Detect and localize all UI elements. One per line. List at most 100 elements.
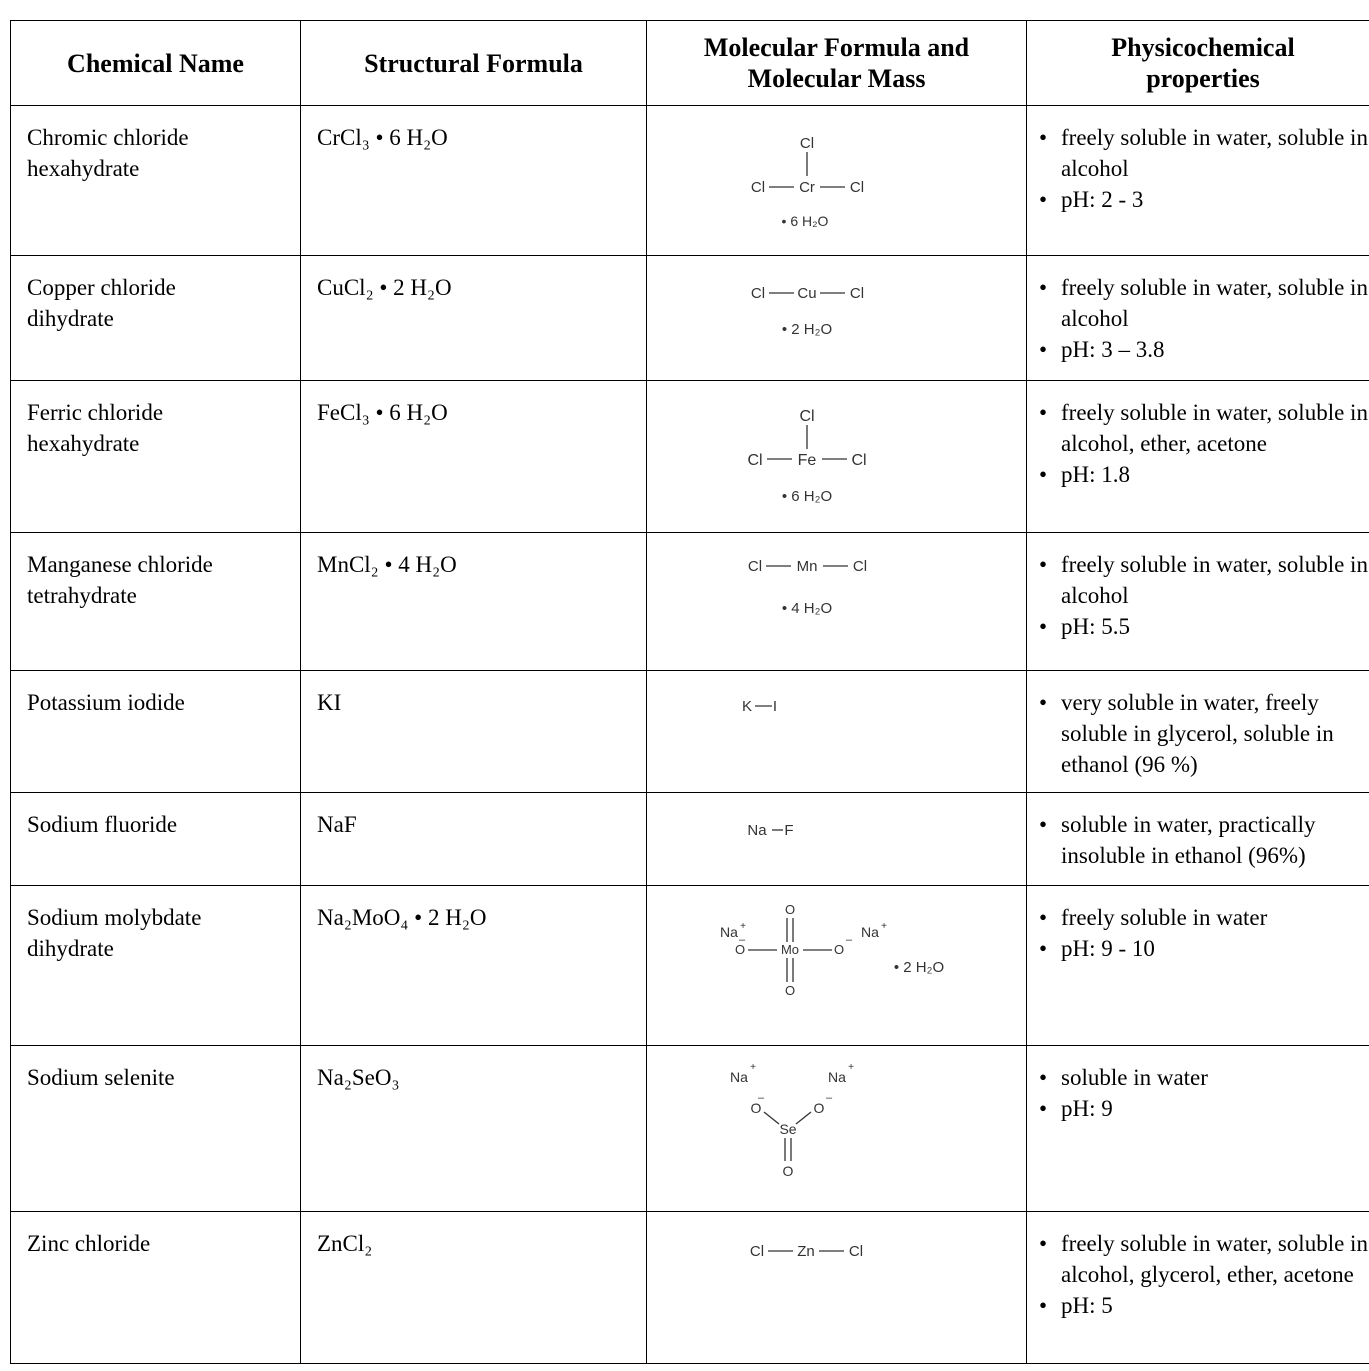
atom-na-left: Na: [720, 924, 738, 940]
charge-plus-left: +: [750, 1062, 756, 1073]
chemical-name-line2: hexahydrate: [27, 431, 140, 456]
properties-cell: freely soluble in water, soluble in alco…: [1026, 1211, 1369, 1364]
property-item: pH: 5: [1039, 1290, 1369, 1321]
chromic-chloride-structure: Cl Cl Cr Cl • 6 H₂O: [751, 135, 864, 229]
chemical-name-line1: Manganese chloride: [27, 552, 213, 577]
copper-chloride-structure: Cl Cu Cl • 2 H₂O: [751, 285, 864, 338]
atom-cl-right: Cl: [850, 285, 864, 302]
atom-cr: Cr: [799, 179, 815, 196]
property-item: freely soluble in water, soluble in alco…: [1039, 1228, 1369, 1290]
atom-cl-left: Cl: [747, 452, 762, 469]
chemical-name-cell: Ferric chloride hexahydrate: [10, 380, 301, 533]
chemical-name-line1: Ferric chloride: [27, 400, 164, 425]
atom-mo: Mo: [781, 942, 799, 957]
table-row: Ferric chloride hexahydrate FeCl₃ • 6 H₂O…: [10, 380, 1369, 533]
atom-cl-left: Cl: [751, 285, 765, 302]
property-item: freely soluble in water: [1039, 902, 1369, 933]
atom-o-left: O: [751, 1100, 762, 1116]
property-item: freely soluble in water, soluble in alco…: [1039, 549, 1369, 611]
atom-cu: Cu: [797, 285, 816, 302]
properties-cell: freely soluble in water, soluble in alco…: [1026, 380, 1369, 533]
atom-o-bottom: O: [785, 983, 795, 998]
hydrate-label: • 6 H₂O: [782, 488, 832, 505]
formula-cell: NaF: [300, 792, 647, 886]
header-structural-formula: Structural Formula: [300, 20, 647, 106]
table-header-row: Chemical Name Structural Formula Molecul…: [10, 20, 1369, 106]
atom-cl-right: Cl: [851, 452, 866, 469]
property-item: pH: 9 - 10: [1039, 933, 1369, 964]
properties-cell: very soluble in water, freely soluble in…: [1026, 670, 1369, 793]
hydrate-label: • 2 H₂O: [894, 959, 944, 976]
table-row: Zinc chloride ZnCl₂ Cl Zn Cl freely solu…: [10, 1211, 1369, 1364]
formula-cell: Na₂SeO₃: [300, 1045, 647, 1212]
manganese-chloride-structure: Cl Mn Cl • 4 H₂O: [748, 558, 867, 617]
chemical-name-cell: Sodium molybdate dihydrate: [10, 885, 301, 1046]
property-item: pH: 2 - 3: [1039, 184, 1369, 215]
properties-list: soluble in water, practically insoluble …: [1039, 809, 1369, 871]
potassium-iodide-structure: K I: [742, 698, 777, 715]
properties-list: freely soluble in water, soluble in alco…: [1039, 122, 1369, 215]
property-item: pH: 1.8: [1039, 459, 1369, 490]
properties-cell: freely soluble in water, soluble in alco…: [1026, 255, 1369, 381]
formula-cell: MnCl₂ • 4 H₂O: [300, 532, 647, 671]
header-molecular-formula-line1: Molecular Formula and: [703, 33, 970, 62]
properties-list: freely soluble in water, soluble in alco…: [1039, 549, 1369, 642]
ferric-chloride-structure: Cl Cl Fe Cl • 6 H₂O: [747, 408, 866, 505]
chemical-name-line2: dihydrate: [27, 936, 114, 961]
atom-cl-right: Cl: [850, 179, 864, 196]
formula-cell: KI: [300, 670, 647, 793]
chemical-name-line1: Zinc chloride: [27, 1231, 151, 1256]
atom-o-bottom: O: [783, 1163, 794, 1179]
chemical-properties-table: Chemical Name Structural Formula Molecul…: [10, 20, 1369, 1364]
atom-cl-left: Cl: [750, 1243, 764, 1260]
atom-na-right: Na: [861, 924, 879, 940]
property-item: freely soluble in water, soluble in alco…: [1039, 272, 1369, 334]
structure-cell: Na F: [646, 792, 1027, 886]
charge-minus-left: –: [739, 934, 746, 946]
chemical-name-line2: hexahydrate: [27, 156, 140, 181]
chemical-name-cell: Chromic chloride hexahydrate: [10, 105, 301, 256]
properties-list: very soluble in water, freely soluble in…: [1039, 687, 1369, 780]
chemical-name-line1: Copper chloride: [27, 275, 176, 300]
structure-cell: Cl Cu Cl • 2 H₂O: [646, 255, 1027, 381]
property-item: freely soluble in water, soluble in alco…: [1039, 397, 1369, 459]
table-row: Manganese chloride tetrahydrate MnCl₂ • 4…: [10, 532, 1369, 671]
chemical-name-cell: Copper chloride dihydrate: [10, 255, 301, 381]
chemical-name-line1: Potassium iodide: [27, 690, 185, 715]
atom-o-right: O: [834, 942, 844, 957]
hydrate-label: • 2 H₂O: [782, 321, 832, 338]
structure-cell: Cl Mn Cl • 4 H₂O: [646, 532, 1027, 671]
zinc-chloride-structure: Cl Zn Cl: [750, 1243, 863, 1260]
chemical-name-line2: dihydrate: [27, 306, 114, 331]
bond-line: [795, 1111, 812, 1125]
atom-o-left: O: [735, 942, 745, 957]
formula-cell: ZnCl₂: [300, 1211, 647, 1364]
header-physicochemical-properties: Physicochemical properties: [1026, 20, 1369, 106]
atom-k: K: [742, 698, 752, 715]
atom-mn: Mn: [797, 558, 818, 575]
property-item: freely soluble in water, soluble in alco…: [1039, 122, 1369, 184]
property-item: pH: 9: [1039, 1093, 1369, 1124]
chemical-name-line1: Chromic chloride: [27, 125, 189, 150]
atom-cl-top: Cl: [799, 408, 814, 425]
property-item: pH: 5.5: [1039, 611, 1369, 642]
atom-cl-left: Cl: [748, 558, 762, 575]
hydrate-label: • 4 H₂O: [782, 600, 832, 617]
property-item: very soluble in water, freely soluble in…: [1039, 687, 1369, 780]
properties-list: freely soluble in water, soluble in alco…: [1039, 272, 1369, 365]
atom-zn: Zn: [797, 1243, 815, 1260]
chemical-name-cell: Sodium fluoride: [10, 792, 301, 886]
formula-cell: Na₂MoO₄ • 2 H₂O: [300, 885, 647, 1046]
charge-plus-right: +: [848, 1062, 854, 1073]
atom-i: I: [773, 698, 777, 715]
hydrate-label: • 6 H₂O: [782, 213, 829, 229]
sodium-selenite-structure: Na + Na + O – O – Se O: [730, 1062, 854, 1179]
properties-list: freely soluble in water pH: 9 - 10: [1039, 902, 1369, 964]
properties-list: freely soluble in water, soluble in alco…: [1039, 397, 1369, 490]
formula-cell: CrCl₃ • 6 H₂O: [300, 105, 647, 256]
table-row: Chromic chloride hexahydrate CrCl₃ • 6 H₂…: [10, 105, 1369, 256]
structure-cell: Cl Cl Fe Cl • 6 H₂O: [646, 380, 1027, 533]
chemical-name-line1: Sodium molybdate: [27, 905, 202, 930]
chemical-name-cell: Sodium selenite: [10, 1045, 301, 1212]
